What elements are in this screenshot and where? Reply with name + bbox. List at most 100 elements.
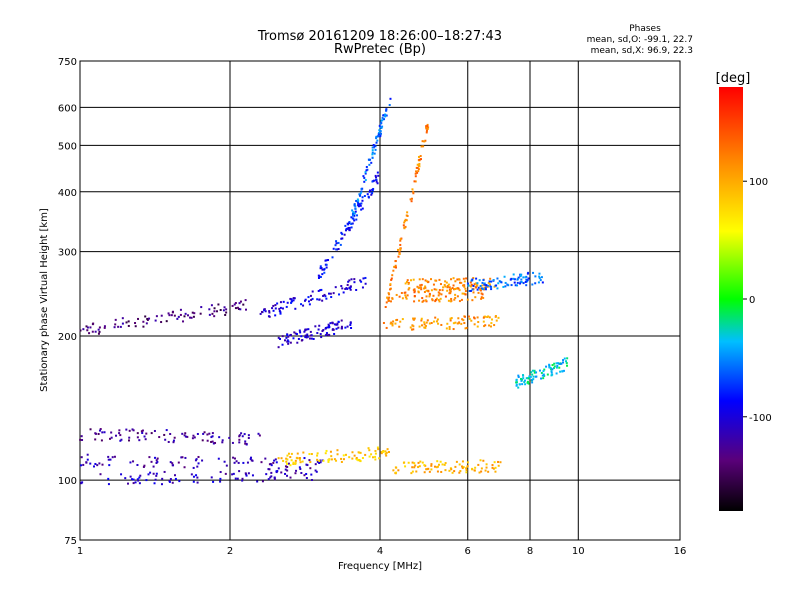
scatter-point [289, 464, 292, 467]
scatter-point [245, 308, 248, 311]
scatter-point [361, 199, 364, 202]
scatter-point [327, 326, 330, 329]
scatter-point [180, 456, 183, 459]
scatter-point [261, 310, 264, 313]
scatter-point [412, 317, 415, 320]
scatter-point [484, 324, 487, 327]
scatter-point [244, 442, 247, 445]
scatter-point [300, 339, 303, 342]
scatter-point [420, 319, 423, 322]
scatter-point [430, 468, 433, 471]
scatter-point [444, 285, 447, 288]
scatter-point [270, 464, 273, 467]
scatter-point [223, 306, 226, 309]
scatter-point [497, 460, 500, 463]
scatter-point [452, 322, 455, 325]
scatter-point [404, 465, 407, 468]
scatter-point [267, 478, 270, 481]
scatter-point [423, 323, 426, 326]
scatter-point [454, 321, 457, 324]
scatter-point [191, 437, 194, 440]
scatter-point [316, 460, 319, 463]
scatter-point [535, 371, 538, 374]
scatter-point [386, 448, 389, 451]
scatter-point [360, 280, 363, 283]
scatter-point [550, 371, 553, 374]
scatter-point [181, 432, 184, 435]
scatter-point [98, 330, 101, 333]
scatter-point [289, 456, 292, 459]
scatter-point [397, 469, 400, 472]
scatter-point [237, 461, 240, 464]
scatter-point [480, 467, 483, 470]
scatter-point [538, 275, 541, 278]
scatter-point [428, 470, 431, 473]
scatter-point [436, 318, 439, 321]
scatter-point [338, 293, 341, 296]
scatter-point [340, 460, 343, 463]
scatter-point [143, 435, 146, 438]
scatter-point [528, 375, 531, 378]
scatter-point [503, 275, 506, 278]
scatter-point [521, 378, 524, 381]
scatter-point [144, 315, 147, 318]
scatter-point [368, 190, 371, 193]
scatter-point [424, 299, 427, 302]
scatter-point [199, 312, 202, 315]
scatter-point [379, 126, 382, 129]
scatter-point [391, 274, 394, 277]
scatter-point [479, 288, 482, 291]
scatter-point [274, 458, 277, 461]
scatter-point [426, 319, 429, 322]
scatter-point [561, 370, 564, 373]
scatter-point [238, 470, 241, 473]
scatter-point [421, 461, 424, 464]
scatter-point [474, 296, 477, 299]
scatter-point [542, 370, 545, 373]
scatter-point [411, 461, 414, 464]
scatter-point [219, 308, 222, 311]
scatter-point [410, 197, 413, 200]
scatter-point [148, 456, 151, 459]
scatter-point [348, 222, 351, 225]
scatter-point [467, 315, 470, 318]
scatter-point [472, 277, 475, 280]
colorbar-title: [deg] [716, 71, 751, 86]
scatter-point [239, 308, 242, 311]
scatter-point [335, 323, 338, 326]
scatter-point [489, 277, 492, 280]
scatter-point [343, 233, 346, 236]
scatter-point [355, 456, 358, 459]
scatter-point [351, 209, 354, 212]
scatter-point [519, 274, 522, 277]
scatter-point [113, 326, 116, 329]
scatter-point [417, 155, 420, 158]
scatter-point [437, 322, 440, 325]
scatter-point [375, 178, 378, 181]
scatter-point [455, 460, 458, 463]
scatter-point [331, 256, 334, 259]
scatter-point [473, 283, 476, 286]
scatter-point [291, 300, 294, 303]
scatter-point [371, 151, 374, 154]
scatter-point [495, 284, 498, 287]
scatter-point [378, 129, 381, 132]
scatter-point [326, 326, 329, 329]
scatter-point [466, 461, 469, 464]
scatter-point [458, 463, 461, 466]
scatter-point [487, 470, 490, 473]
scatter-point [387, 292, 390, 295]
scatter-point [360, 202, 363, 205]
scatter-point [211, 312, 214, 315]
scatter-point [193, 312, 196, 315]
scatter-point [352, 217, 355, 220]
scatter-point [294, 307, 297, 310]
scatter-point [120, 473, 123, 476]
scatter-point [309, 461, 312, 464]
scatter-point [192, 315, 195, 318]
scatter-point [171, 462, 174, 465]
scatter-point [400, 291, 403, 294]
scatter-point [164, 438, 167, 441]
scatter-point [378, 457, 381, 460]
scatter-point [418, 158, 421, 161]
